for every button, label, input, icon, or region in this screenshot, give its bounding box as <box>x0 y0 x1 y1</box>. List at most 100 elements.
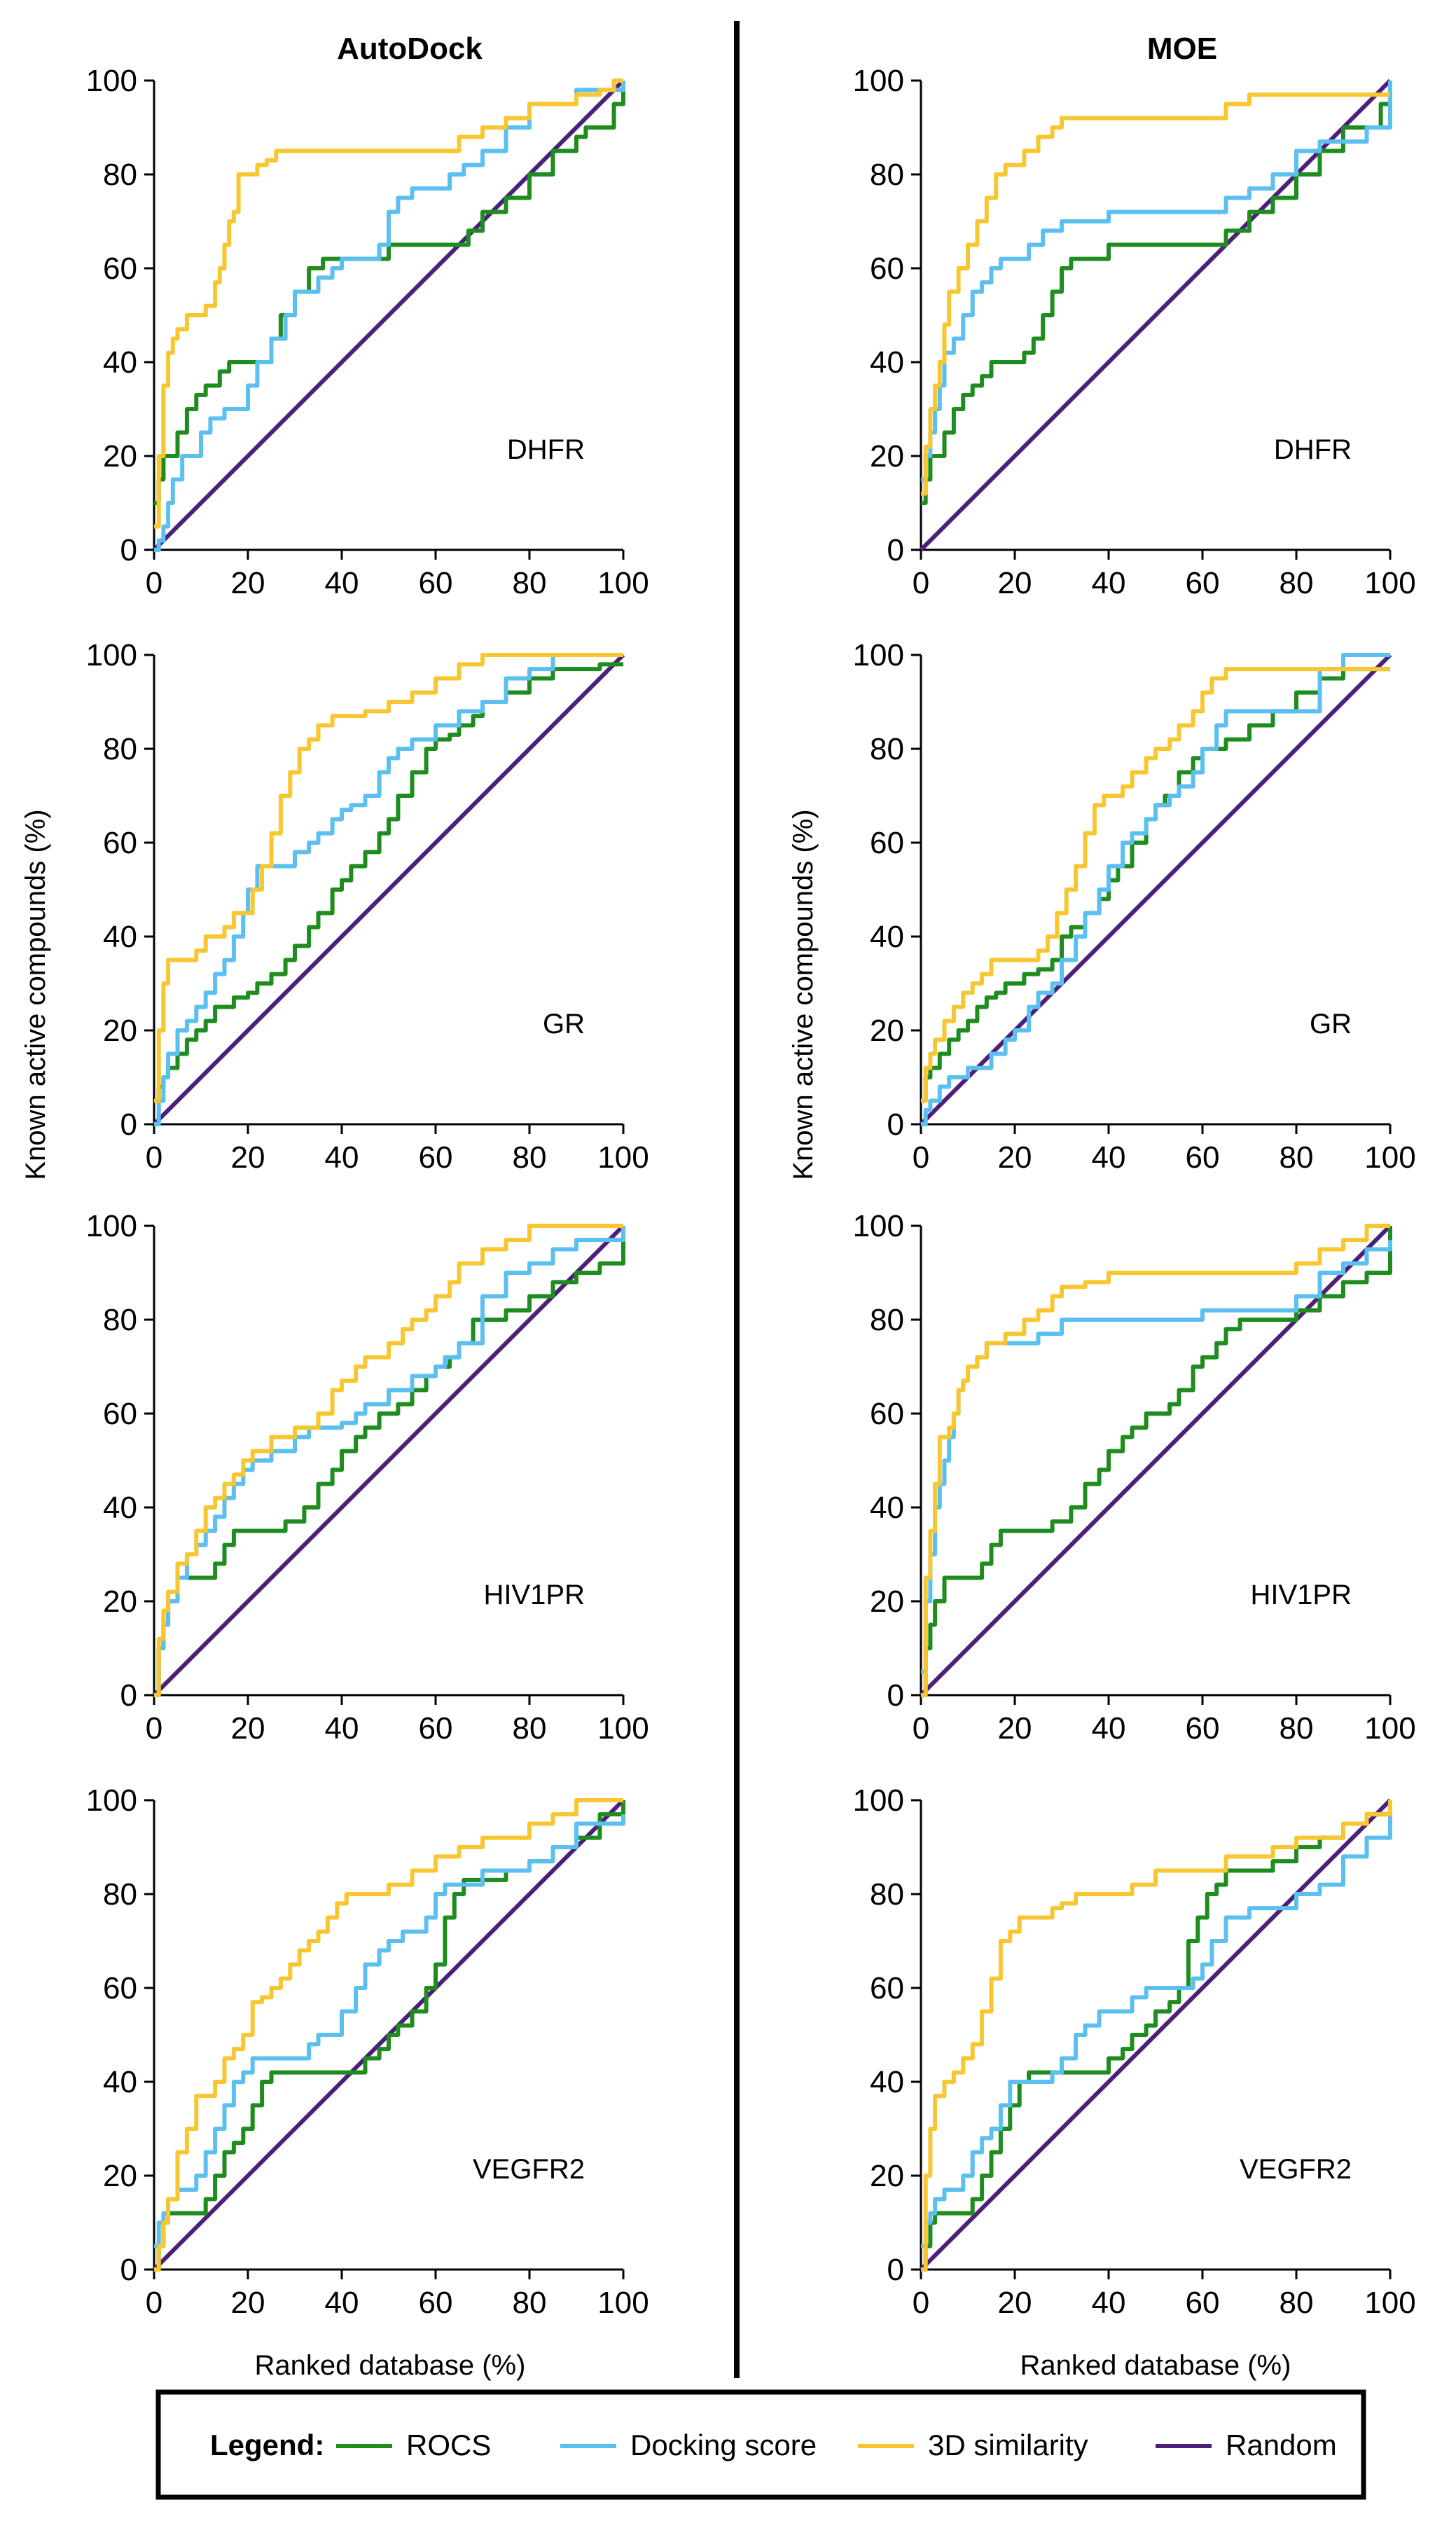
x-tick-label: 0 <box>913 1711 929 1746</box>
series-line-random <box>152 1224 625 1697</box>
series-line-random <box>919 78 1392 552</box>
x-tick-label: 40 <box>325 1711 359 1746</box>
y-tick-label: 40 <box>870 345 904 380</box>
y-tick-label: 100 <box>86 638 137 672</box>
panel-autodock-gr: 00 20 20 40 40 60 60 80 80 100 100 GR <box>86 638 649 1175</box>
legend-label-random: Random <box>1226 2429 1337 2461</box>
series-line-random <box>919 1224 1392 1697</box>
y-tick-label: 60 <box>870 1971 904 2005</box>
series-line-3d-similarity <box>154 78 623 529</box>
y-tick-label: 60 <box>870 1397 904 1431</box>
x-tick-label: 100 <box>597 1711 649 1746</box>
series-line-random <box>919 1798 1392 2272</box>
panel-autodock-vegfr2: 00 20 20 40 40 60 60 80 80 100 100 VEGFR2 <box>86 1783 649 2320</box>
series-line-docking-score <box>154 653 623 1126</box>
y-tick-label: 60 <box>103 1971 137 2005</box>
column-title-moe: MOE <box>1147 32 1217 66</box>
x-tick-label: 40 <box>325 566 359 600</box>
y-tick-label: 0 <box>887 533 904 567</box>
x-tick-label: 0 <box>913 1140 929 1175</box>
x-tick-label: 60 <box>1186 2286 1220 2320</box>
y-tick-label: 20 <box>103 439 137 474</box>
x-tick-label: 0 <box>146 1140 162 1175</box>
x-tick-label: 20 <box>231 2286 265 2320</box>
x-tick-label: 100 <box>1364 566 1415 600</box>
y-tick-label: 60 <box>870 826 904 860</box>
x-tick-label: 100 <box>1364 1711 1415 1746</box>
x-tick-label: 80 <box>1280 1140 1314 1175</box>
panel-label: GR <box>1310 1009 1352 1039</box>
series-line-3d-similarity <box>154 1798 623 2272</box>
x-tick-label: 0 <box>146 1711 162 1746</box>
x-tick-label: 0 <box>913 566 929 600</box>
x-tick-label: 0 <box>146 2286 162 2320</box>
panel-moe-gr: 00 20 20 40 40 60 60 80 80 100 100 GR <box>853 638 1416 1175</box>
x-tick-label: 60 <box>1186 566 1220 600</box>
x-tick-label: 100 <box>597 2286 649 2320</box>
y-tick-label: 20 <box>103 2159 137 2193</box>
series-line-3d-similarity <box>921 1800 1392 2272</box>
x-tick-label: 80 <box>1280 2286 1314 2320</box>
x-tick-label: 100 <box>597 1140 649 1175</box>
series-line-rocs <box>921 1226 1392 1697</box>
y-tick-label: 0 <box>887 1107 904 1142</box>
y-tick-label: 100 <box>86 64 137 98</box>
y-tick-label: 20 <box>103 1014 137 1048</box>
x-tick-label: 100 <box>1364 1140 1415 1175</box>
series-line-docking-score <box>921 1814 1392 2249</box>
y-tick-label: 80 <box>870 158 904 192</box>
y-tick-label: 100 <box>86 1209 137 1243</box>
x-axis-title-right: Ranked database (%) <box>1020 2350 1291 2381</box>
y-tick-label: 40 <box>103 345 137 380</box>
panel-label: VEGFR2 <box>473 2154 585 2185</box>
x-tick-label: 20 <box>998 1140 1032 1175</box>
y-tick-label: 0 <box>120 1107 137 1142</box>
series-line-random <box>919 653 1392 1126</box>
y-tick-label: 80 <box>870 732 904 766</box>
x-tick-label: 40 <box>325 1140 359 1175</box>
x-tick-label: 20 <box>998 566 1032 600</box>
x-tick-label: 0 <box>146 566 162 600</box>
x-tick-label: 60 <box>419 2286 453 2320</box>
x-tick-label: 60 <box>419 1711 453 1746</box>
panel-label: DHFR <box>507 434 585 465</box>
panel-autodock-hiv1pr: 00 20 20 40 40 60 60 80 80 100 100 HIV1PR <box>86 1209 649 1746</box>
series-line-3d-similarity <box>921 667 1390 1103</box>
panel-label: VEGFR2 <box>1240 2154 1352 2185</box>
x-tick-label: 20 <box>231 1711 265 1746</box>
panel-label: GR <box>543 1009 585 1039</box>
y-tick-label: 40 <box>870 1491 904 1525</box>
series-line-3d-similarity <box>921 92 1390 496</box>
y-tick-label: 0 <box>887 2253 904 2287</box>
panel-moe-hiv1pr: 00 20 20 40 40 60 60 80 80 100 100 HIV1PR <box>853 1209 1416 1746</box>
y-tick-label: 80 <box>870 1303 904 1337</box>
y-tick-label: 20 <box>103 1584 137 1619</box>
y-tick-label: 100 <box>853 64 904 98</box>
column-title-autodock: AutoDock <box>337 32 483 66</box>
x-tick-label: 80 <box>513 1711 547 1746</box>
y-tick-label: 60 <box>103 251 137 286</box>
y-tick-label: 0 <box>120 533 137 567</box>
y-tick-label: 80 <box>103 1877 137 1912</box>
y-tick-label: 100 <box>86 1783 137 1818</box>
x-tick-label: 80 <box>513 2286 547 2320</box>
x-tick-label: 20 <box>231 566 265 600</box>
legend-label-rocs: ROCS <box>406 2429 491 2461</box>
y-tick-label: 20 <box>870 439 904 474</box>
x-tick-label: 60 <box>1186 1711 1220 1746</box>
y-tick-label: 100 <box>853 638 904 672</box>
x-tick-label: 80 <box>513 1140 547 1175</box>
series-line-3d-similarity <box>154 653 623 1103</box>
legend-box: Legend: ROCS Docking score 3D similarity… <box>155 2389 1366 2500</box>
x-tick-label: 80 <box>1280 566 1314 600</box>
y-tick-label: 80 <box>103 732 137 766</box>
y-tick-label: 80 <box>103 158 137 192</box>
series-line-docking-score <box>154 81 625 552</box>
y-tick-label: 40 <box>103 1491 137 1525</box>
panel-label: HIV1PR <box>1251 1580 1352 1610</box>
series-line-rocs <box>154 1226 625 1697</box>
y-axis-title-right: Known active compounds (%) <box>788 809 819 1180</box>
y-tick-label: 40 <box>870 2065 904 2099</box>
y-tick-label: 80 <box>103 1303 137 1337</box>
